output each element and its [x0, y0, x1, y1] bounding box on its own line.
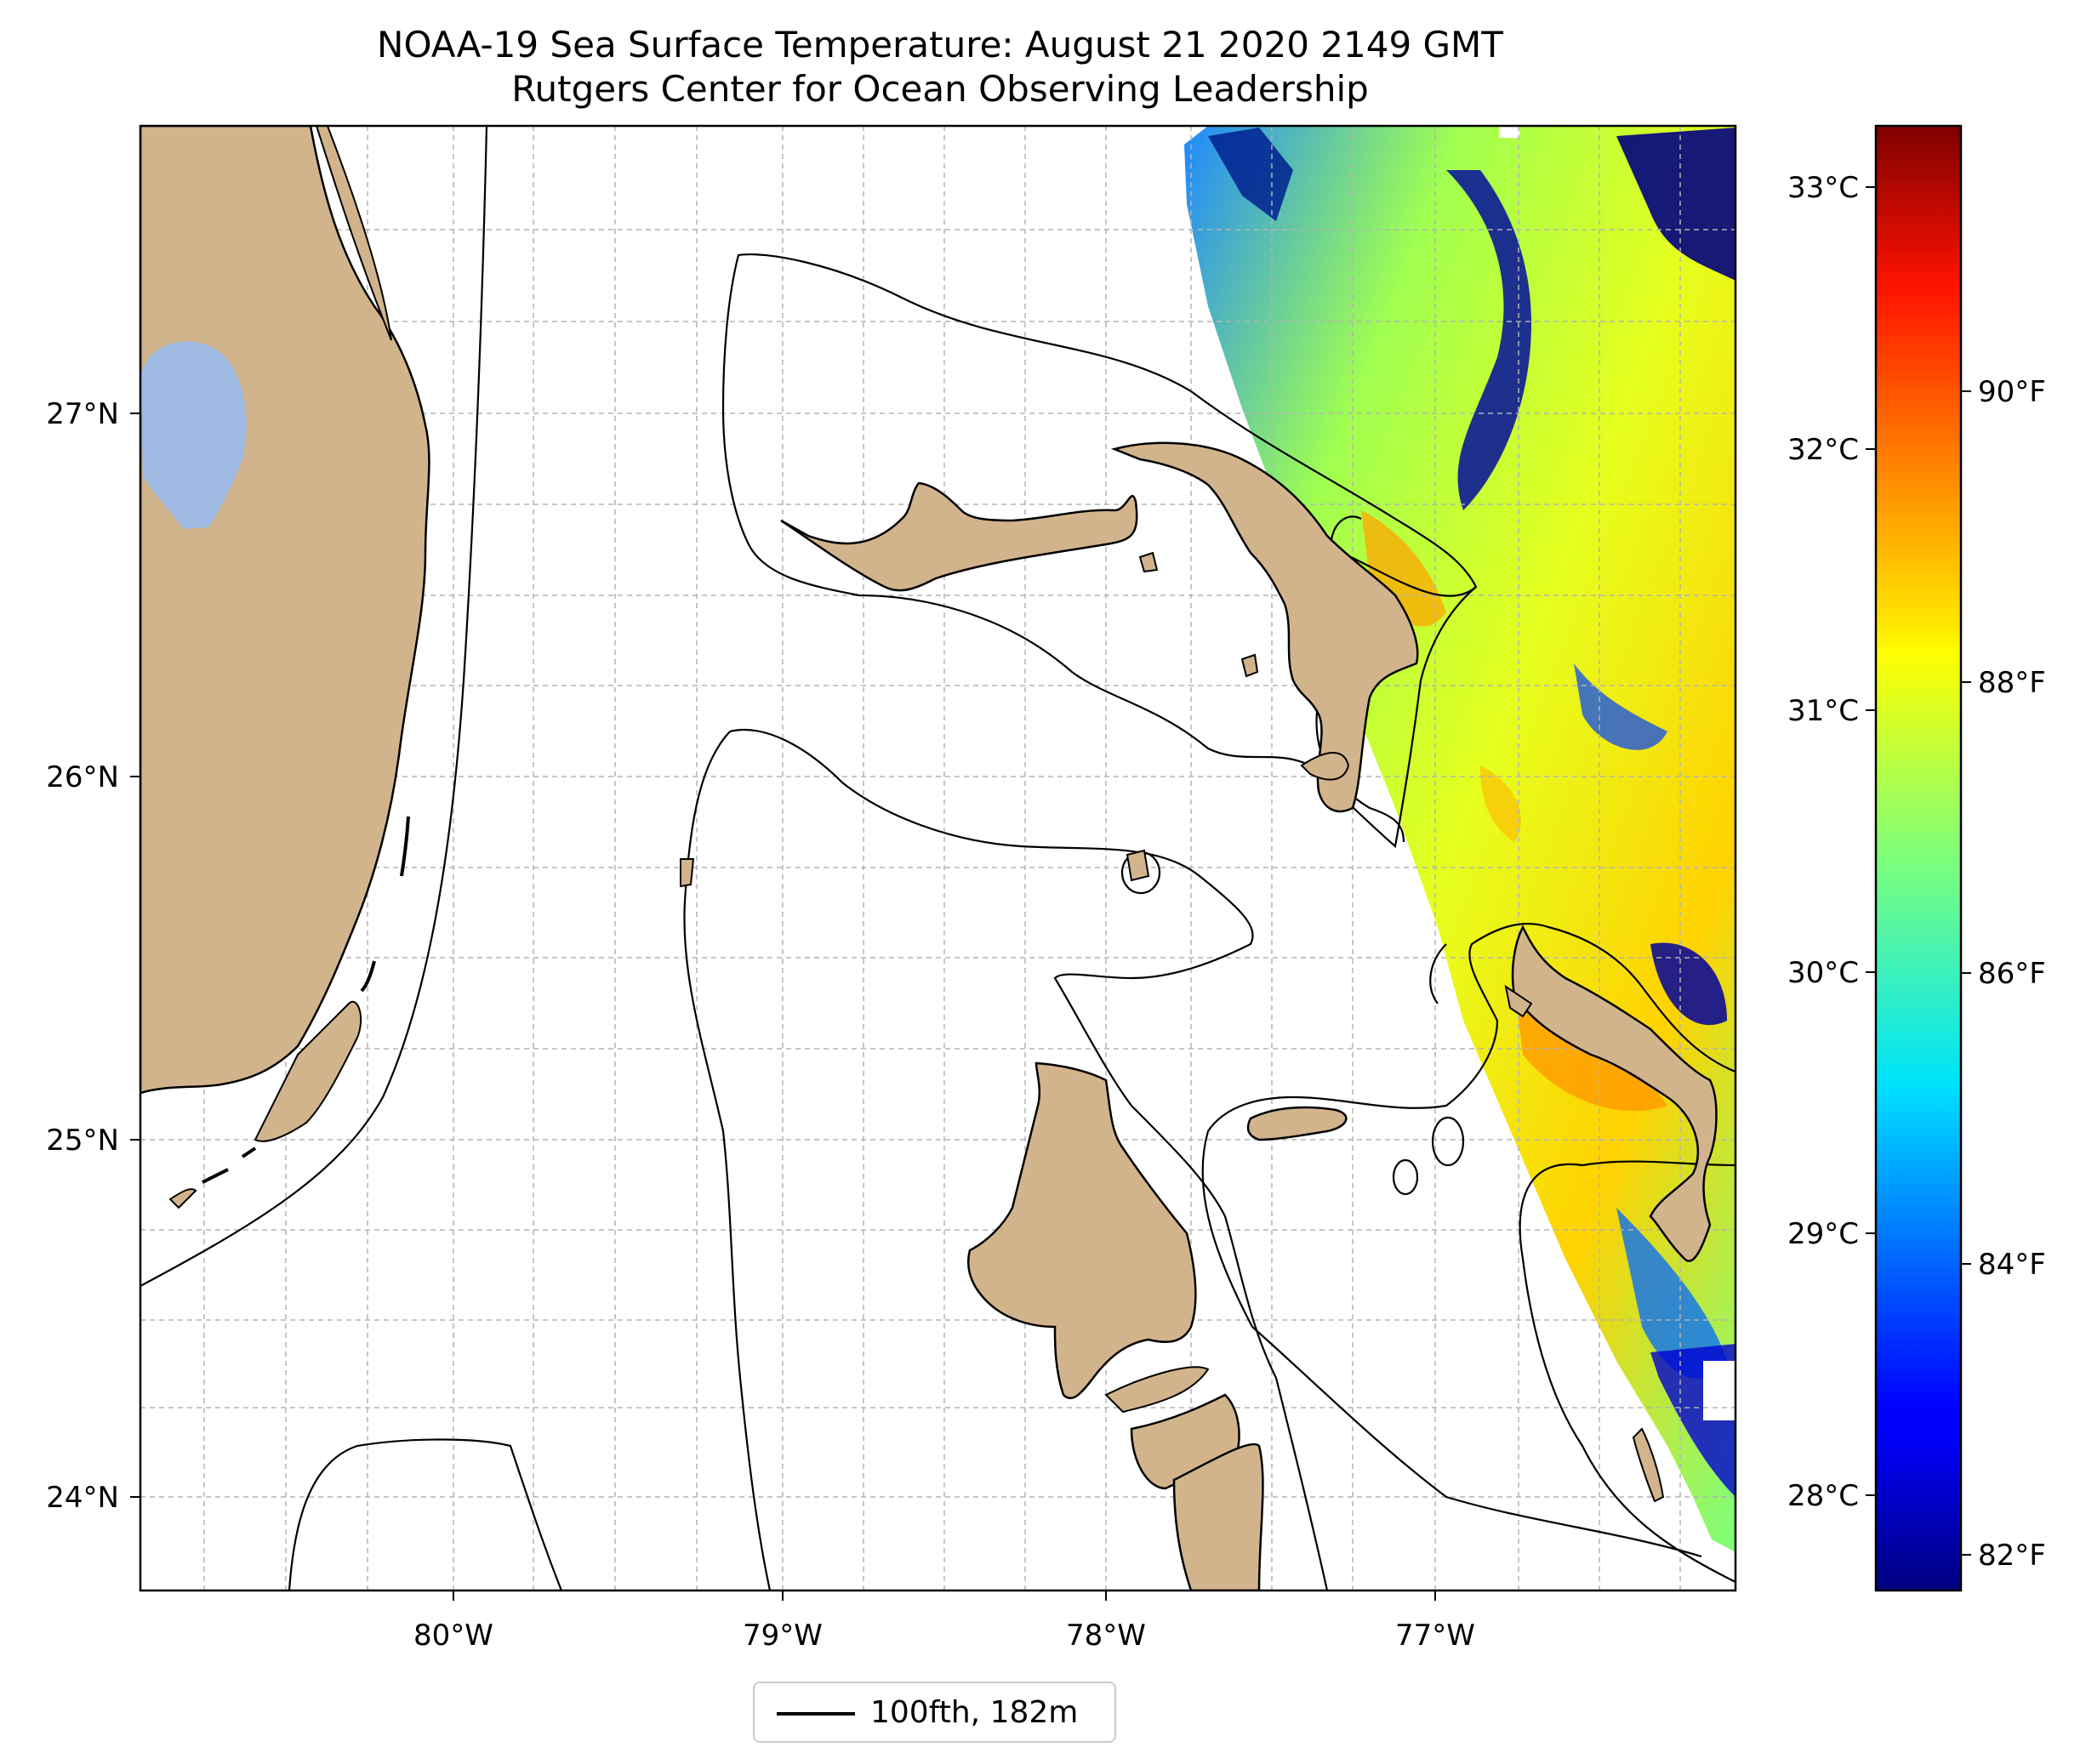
contour-legend: 100fth, 182m	[753, 1681, 1116, 1743]
colorbar-gradient	[1874, 124, 1963, 1592]
fahrenheit-tick-label: 84°F	[1978, 1248, 2046, 1282]
abaco-land	[1111, 441, 1419, 813]
celsius-tick-label: 32°C	[1787, 433, 1859, 467]
celsius-tick-label: 28°C	[1787, 1479, 1859, 1513]
map-title: NOAA-19 Sea Surface Temperature: August …	[377, 24, 1503, 65]
new-providence-land	[1246, 1106, 1348, 1141]
lat-tick-label: 27°N	[46, 397, 119, 431]
map-gridlines	[140, 126, 1735, 1590]
lat-tick-label: 25°N	[46, 1124, 119, 1158]
celsius-tick-label: 30°C	[1787, 956, 1859, 990]
lon-tick-label: 80°W	[413, 1619, 493, 1653]
sst-swath	[1184, 126, 1735, 1552]
fahrenheit-tick-label: 86°F	[1978, 957, 2046, 991]
colorbar: 33°C 32°C 31°C 30°C 29°C 28°C 90°F 88°F …	[1787, 124, 2046, 1592]
map-frame	[139, 124, 1737, 1592]
fahrenheit-tick-label: 82°F	[1978, 1539, 2046, 1573]
map-subtitle: Rutgers Center for Ocean Observing Leade…	[511, 68, 1369, 110]
lon-tick-label: 77°W	[1395, 1619, 1475, 1653]
andros-land	[966, 1061, 1197, 1400]
eleuthera-land	[1511, 925, 1718, 1262]
fahrenheit-tick-label: 90°F	[1978, 375, 2046, 409]
lon-tick-label: 78°W	[1066, 1619, 1146, 1653]
legend-label: 100fth, 182m	[870, 1695, 1079, 1730]
grand-bahama-land	[780, 481, 1138, 592]
lat-tick-label: 24°N	[46, 1481, 119, 1515]
lon-tick-label: 79°W	[743, 1619, 823, 1653]
axis-ticks	[130, 413, 1436, 1601]
legend-line-swatch	[777, 1712, 855, 1716]
celsius-tick-label: 29°C	[1787, 1217, 1859, 1251]
florida-land	[140, 126, 430, 1209]
celsius-tick-label: 33°C	[1787, 171, 1859, 205]
fahrenheit-tick-label: 88°F	[1978, 666, 2046, 700]
lake-okeechobee	[140, 341, 247, 529]
lat-tick-label: 26°N	[46, 760, 119, 794]
celsius-tick-label: 31°C	[1787, 694, 1859, 728]
